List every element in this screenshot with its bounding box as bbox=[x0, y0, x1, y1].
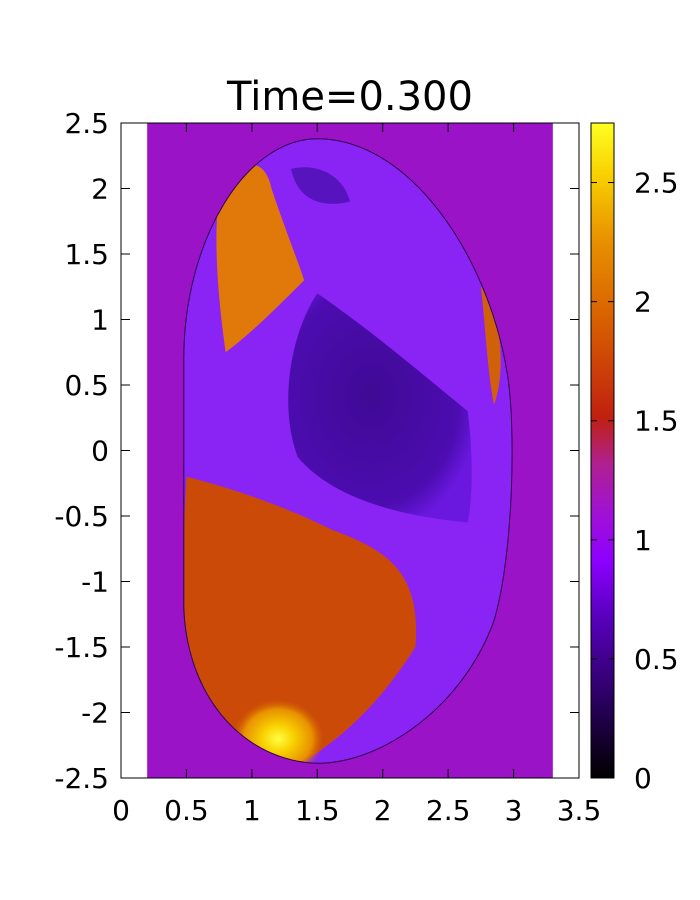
plot-area bbox=[147, 123, 553, 778]
vessel-boundary bbox=[183, 138, 513, 764]
x-tick-label: 3 bbox=[505, 794, 523, 827]
colorbar-tick-label: 2.5 bbox=[634, 167, 679, 200]
y-tick-label: 0.5 bbox=[64, 369, 109, 402]
x-tick-label: 1.5 bbox=[295, 794, 340, 827]
y-tick-label: -1.5 bbox=[54, 631, 109, 664]
colorbar-tick-label: 1 bbox=[634, 524, 652, 557]
y-axis: 2.5 2 1.5 1 0.5 0 -0.5 -1 -1.5 -2 -2.5 bbox=[54, 107, 579, 795]
x-tick-label: 2 bbox=[374, 794, 392, 827]
y-tick-label: -2 bbox=[81, 697, 109, 730]
colorbar-tick-label: 1.5 bbox=[634, 405, 679, 438]
colorbar-axis: 2.5 2 1.5 1 0.5 0 bbox=[591, 167, 679, 795]
x-tick-label: 3.5 bbox=[557, 794, 602, 827]
colorbar-tick-label: 0.5 bbox=[634, 643, 679, 676]
y-tick-label: 1 bbox=[91, 304, 109, 337]
x-tick-label: 1 bbox=[243, 794, 261, 827]
y-tick-label: -1 bbox=[81, 566, 109, 599]
x-tick-label: 2.5 bbox=[426, 794, 471, 827]
upper-dark-region bbox=[291, 167, 350, 204]
x-tick-label: 0.5 bbox=[164, 794, 209, 827]
upper-left-filament bbox=[216, 164, 305, 353]
core-low-region bbox=[288, 293, 472, 523]
colorbar-gradient bbox=[590, 122, 615, 779]
lower-hot-region bbox=[183, 476, 417, 764]
y-tick-label: 1.5 bbox=[64, 238, 109, 271]
right-filament bbox=[480, 286, 501, 405]
colorbar-tick-label: 0 bbox=[634, 762, 652, 795]
colorbar-tick-label: 2 bbox=[634, 286, 652, 319]
vessel-region bbox=[183, 138, 513, 764]
y-tick-label: 2 bbox=[91, 173, 109, 206]
y-tick-label: 2.5 bbox=[64, 107, 109, 140]
y-tick-label: 0 bbox=[91, 435, 109, 468]
x-tick-label: 0 bbox=[112, 794, 130, 827]
x-axis: 0 0.5 1 1.5 2 2.5 3 3.5 bbox=[112, 123, 601, 827]
chart-title: Time=0.300 bbox=[226, 74, 473, 120]
colorbar: 2.5 2 1.5 1 0.5 0 bbox=[590, 122, 679, 795]
y-tick-label: -0.5 bbox=[54, 500, 109, 533]
y-tick-label: -2.5 bbox=[54, 762, 109, 795]
